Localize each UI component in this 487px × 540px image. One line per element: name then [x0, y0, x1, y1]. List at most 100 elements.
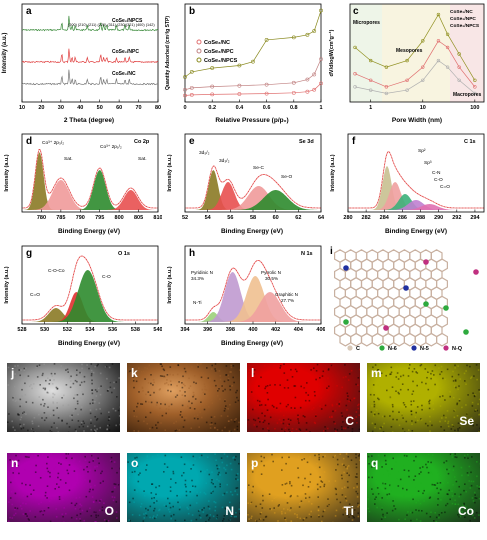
map-label-l: l: [251, 366, 255, 380]
n1s-graphitic-pct: 27.7%: [281, 298, 294, 303]
pore-point-1: [405, 78, 409, 82]
xrd-line-1: [21, 48, 159, 64]
c1s-co-label: C-O: [434, 177, 443, 183]
dopant-atom: [473, 269, 479, 275]
n1s-graphitic-label: Graphitic N: [275, 292, 298, 297]
tick-label: 0.2: [208, 105, 216, 111]
pore-point-1: [421, 65, 425, 69]
tick-label: 80: [155, 105, 161, 111]
tick-label: 50: [97, 105, 103, 111]
tick-label: 394: [180, 327, 190, 333]
xps-peak-0: [22, 308, 158, 322]
tick-label: 282: [362, 215, 371, 221]
o1s-ylabel: Intensity (a.u.): [4, 266, 10, 303]
tick-label: 0: [183, 105, 186, 111]
pore-point-1: [353, 72, 357, 76]
hexagon: [393, 332, 406, 347]
c1s-peaks: [348, 151, 484, 210]
xps-peak-1: [185, 182, 321, 210]
tick-label: 52: [182, 215, 188, 221]
map-noise: [247, 453, 360, 522]
isotherm-xlabel: Relative Pressure (p/p₀): [215, 117, 288, 124]
iso-line-1: [184, 58, 322, 91]
iso-point-2: [251, 59, 255, 64]
legend-marker-nc: [196, 39, 202, 45]
c1s-xlabel: Binding Energy (eV): [385, 228, 447, 235]
tick-label: 58: [250, 215, 256, 221]
c1s-cn-label: C-N: [432, 170, 441, 176]
mesopore-region: [382, 4, 450, 102]
xps-envelope-dash: [22, 149, 158, 209]
xps-peak-0: [22, 152, 158, 210]
pore-point-1: [445, 45, 450, 50]
map-element-n: O: [104, 504, 114, 518]
se3d-peak1-label: 3d₅/₂: [199, 150, 210, 156]
hexagon: [371, 332, 384, 347]
legend-dot-nq: [443, 345, 449, 351]
dopant-atom: [383, 325, 389, 331]
tick-label: 790: [76, 215, 85, 221]
xrd-legend-nc: CoSe₂/NC: [112, 71, 136, 77]
pore-point-0: [421, 78, 425, 82]
pore-point-0: [457, 78, 461, 82]
legend-dot-c: [347, 345, 353, 351]
pore-ylabel: dV/dlogW(cm³g⁻¹): [328, 29, 335, 76]
iso-point-1: [319, 57, 323, 62]
n1s-ylabel: Intensity (a.u.): [167, 266, 173, 303]
pore-point-1: [457, 65, 461, 69]
tick-label: 290: [434, 215, 443, 221]
iso-point-1: [312, 72, 317, 77]
pore-xlabel: Pore Width (nm): [392, 117, 442, 124]
pore-line-0: [354, 60, 476, 94]
tick-label: 40: [77, 105, 83, 111]
tick-label: 64: [318, 215, 325, 221]
xps-peak-0: [348, 166, 484, 210]
legend-label-n6: N-6: [388, 346, 397, 352]
map-element-o: N: [225, 504, 234, 518]
pore-point-0: [473, 91, 477, 96]
hexagon: [414, 332, 427, 347]
iso-point-1: [183, 87, 187, 92]
tick-label: 60: [273, 215, 279, 221]
hexagon: [350, 332, 363, 347]
tick-label: 70: [136, 105, 142, 111]
tick-label: 100: [470, 105, 479, 111]
panel-label-f: f: [352, 136, 356, 147]
tick-label: 30: [58, 105, 64, 111]
co2p-ylabel: Intensity (a.u.): [4, 154, 10, 191]
pore-point-1: [436, 39, 441, 43]
pore-chart: 1 10 100 c Micropores Mesopores Macropores…: [328, 3, 485, 124]
tick-label: 528: [17, 327, 26, 333]
xrd-legend-npc: CoSe₂/NPC: [112, 49, 139, 55]
dopant-atom: [343, 319, 349, 325]
n1s-ticks: 394 396 398 400 402 404 406: [180, 321, 326, 333]
n1s-pyridinic-pct: 34.3%: [191, 276, 204, 281]
macropore-region: [450, 4, 484, 102]
map-tile-m: m Se: [367, 363, 480, 432]
panel-label-d: d: [26, 136, 32, 147]
micropore-region: [350, 4, 382, 102]
panel-i-lattice: i C N-6 N-5 N-Q: [326, 242, 487, 354]
panel-label-a: a: [26, 6, 32, 17]
iso-line-2: [184, 10, 322, 78]
xrd-series: [21, 15, 159, 86]
tick-label: 810: [153, 215, 162, 221]
pore-point-2: [473, 78, 477, 82]
legend-marker-npcs: [196, 57, 202, 63]
co2p-chart: 780 785 790 795 800 805 810 d Co 2p Co³⁺ 2p₃/₂…: [4, 133, 163, 235]
hexagon: [339, 332, 352, 347]
c1s-ylabel: Intensity (a.u.): [330, 154, 336, 191]
dopant-atom: [343, 265, 349, 271]
tick-label: 800: [115, 215, 124, 221]
lattice-illustration: i C N-6 N-5 N-Q: [330, 246, 479, 352]
panel-c-pore: 1 10 100 c Micropores Mesopores Macropores…: [326, 0, 487, 128]
xps-peak-2: [185, 186, 321, 210]
tick-label: 530: [40, 327, 49, 333]
lattice-legend: C N-6 N-5 N-Q: [347, 345, 463, 352]
isotherm-frame: [184, 3, 322, 103]
tick-label: 54: [205, 215, 212, 221]
pore-point-1: [473, 85, 477, 89]
hexagon: [382, 332, 395, 347]
